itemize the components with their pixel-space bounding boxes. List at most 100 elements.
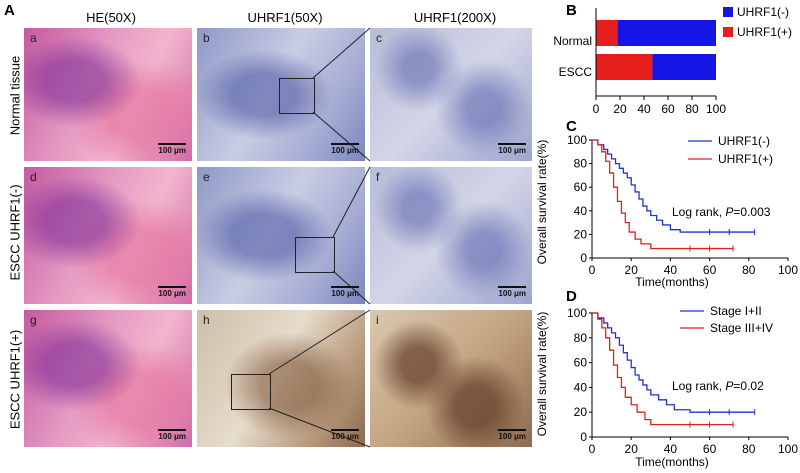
d-series-1 [592, 312, 734, 426]
b-legend-neg: UHRF1(-) [737, 5, 789, 19]
zoom-box [295, 237, 335, 273]
b-bar-normal-1 [617, 20, 716, 46]
scale-bar: 100 μm [158, 429, 186, 441]
d-xtick: 40 [664, 442, 678, 456]
b-legend-pos: UHRF1(+) [737, 25, 792, 39]
scale-bar: 100 μm [331, 143, 359, 155]
d-stat: Log rank, P=0.02 [672, 379, 764, 393]
c-xtick: 20 [625, 263, 639, 277]
c-xtick: 0 [589, 263, 596, 277]
d-legend-2: Stage III+IV [710, 321, 773, 335]
c-series-0 [592, 139, 755, 233]
d-xtick: 20 [625, 442, 639, 456]
b-bar-escc-0 [596, 54, 653, 80]
tile-letter: d [30, 170, 37, 184]
tile-d-he-escc-neg: d 100 μm [24, 167, 192, 304]
scale-bar: 100 μm [331, 429, 359, 441]
d-ytick: 60 [574, 356, 588, 370]
c-legend-1: UHRF1(-) [718, 134, 770, 148]
tile-i-uhrf1-200x-escc-pos: i 100 μm [370, 310, 532, 447]
b-bar-normal-0 [596, 20, 618, 46]
c-ytick: 80 [574, 157, 588, 171]
c-ytick: 40 [574, 204, 588, 218]
tile-a-he-normal: a 100 μm [24, 28, 192, 161]
c-stat: Log rank, P=0.003 [672, 205, 771, 219]
c-xtick: 60 [703, 263, 717, 277]
tile-letter: h [203, 313, 210, 327]
connector-line [312, 111, 371, 162]
d-ylabel: Overall survival rate(%) [535, 312, 549, 437]
c-ytick: 0 [580, 251, 587, 265]
d-ytick: 20 [574, 405, 588, 419]
panel-c-letter: C [566, 118, 577, 135]
scale-bar: 100 μm [158, 286, 186, 298]
tile-letter: b [203, 31, 210, 45]
d-ytick: 0 [580, 430, 587, 444]
b-category-normal: Normal [553, 34, 592, 48]
b-category-escc: ESCC [559, 65, 593, 79]
d-ytick: 80 [574, 331, 588, 345]
tile-letter: g [30, 313, 37, 327]
c-ytick: 100 [567, 133, 587, 147]
connector-line [312, 27, 371, 79]
c-ylabel: Overall survival rate(%) [535, 140, 549, 265]
scale-bar: 100 μm [498, 429, 526, 441]
zoom-connectors [268, 27, 371, 448]
c-xtick: 100 [778, 263, 798, 277]
c-ytick: 60 [574, 180, 588, 194]
tile-letter: c [376, 31, 382, 45]
tile-letter: i [376, 313, 379, 327]
b-xtick: 80 [685, 102, 699, 116]
connector-line [332, 166, 371, 238]
panel-d-chart: Overall survival rate(%) Time(months) 0 2… [535, 304, 798, 469]
connector-line [268, 309, 371, 375]
tile-b-uhrf1-normal: b 100 μm [197, 28, 365, 161]
d-legend-1: Stage I+II [710, 304, 762, 318]
b-xtick: 60 [661, 102, 675, 116]
tile-letter: e [203, 170, 210, 184]
panel-a-letter: A [4, 2, 15, 19]
scale-bar: 100 μm [498, 143, 526, 155]
b-xtick: 100 [706, 102, 726, 116]
tile-f-uhrf1-200x-escc-neg: f 100 μm [370, 167, 532, 304]
panel-b-letter: B [566, 2, 577, 19]
connector-line [332, 270, 371, 305]
d-series-0 [592, 312, 755, 413]
col-header-he: HE(50X) [86, 10, 136, 25]
tile-c-uhrf1-200x-normal: c 100 μm [370, 28, 532, 161]
c-xlabel: Time(months) [635, 275, 709, 289]
panel-d-letter: D [566, 288, 577, 305]
b-bar-escc-1 [652, 54, 716, 80]
tile-h-uhrf1-escc-pos: h 100 μm [197, 310, 365, 447]
d-xtick: 60 [703, 442, 717, 456]
tile-e-uhrf1-escc-neg: e 100 μm [197, 167, 365, 304]
zoom-box [231, 374, 271, 410]
panel-b-chart: 0 20 40 60 80 100 Normal ESCC UHRF1(-) UHRF1(… [553, 5, 792, 116]
scale-bar: 100 μm [498, 286, 526, 298]
b-legend-swatch-pos [723, 27, 733, 37]
c-ytick: 20 [574, 227, 588, 241]
zoom-box [279, 78, 315, 114]
scale-bar: 100 μm [331, 286, 359, 298]
d-ytick: 100 [567, 306, 587, 320]
panel-c-chart: Overall survival rate(%) Time(months) 0 2… [535, 133, 798, 289]
d-ytick: 40 [574, 380, 588, 394]
c-legend-2: UHRF1(+) [718, 152, 773, 166]
col-header-uhrf1-200x: UHRF1(200X) [413, 10, 497, 25]
tile-letter: a [30, 31, 37, 45]
b-xtick: 40 [637, 102, 651, 116]
tile-letter: f [376, 170, 380, 184]
d-xtick: 0 [589, 442, 596, 456]
col-header-uhrf1-50x: UHRF1(50X) [247, 10, 323, 25]
d-xtick: 100 [778, 442, 798, 456]
d-xlabel: Time(months) [635, 455, 709, 469]
d-xtick: 80 [742, 442, 756, 456]
connector-line [268, 407, 371, 448]
b-xtick: 20 [613, 102, 627, 116]
c-series-1 [592, 139, 734, 250]
b-legend-swatch-neg [723, 7, 733, 17]
c-xtick: 40 [664, 263, 678, 277]
scale-bar: 100 μm [158, 143, 186, 155]
tile-g-he-escc-pos: g 100 μm [24, 310, 192, 447]
b-xtick: 0 [593, 102, 600, 116]
